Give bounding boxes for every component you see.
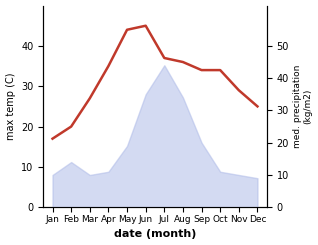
X-axis label: date (month): date (month) [114, 230, 196, 239]
Y-axis label: max temp (C): max temp (C) [5, 73, 16, 140]
Y-axis label: med. precipitation
(kg/m2): med. precipitation (kg/m2) [293, 65, 313, 148]
